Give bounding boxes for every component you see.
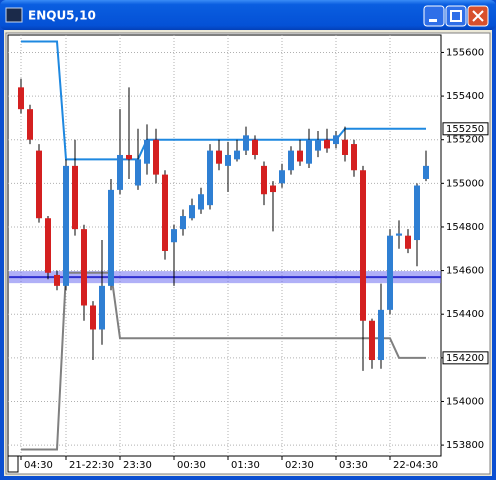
x-tick-label: 03:30 [339,460,368,471]
candle-body [414,185,420,241]
candle-body [279,170,285,184]
candle-body [369,320,375,361]
candle-body [216,150,222,164]
candle-body [162,174,168,251]
window-title: ENQU5,10 [28,9,96,23]
title-bar [0,0,496,30]
y-tick-label: 153800 [446,440,484,451]
candle-body [405,235,411,249]
candle-body [252,139,258,155]
candle-body [126,154,132,160]
x-tick-label: 00:30 [177,460,206,471]
candle-body [198,194,204,210]
y-tick-label: 155400 [446,91,484,102]
candle-body [180,216,186,230]
candle-body [108,189,114,286]
maximize-button[interactable] [445,5,467,27]
price-marker-box [442,351,489,365]
candle-body [36,150,42,219]
x-tick-label: 01:30 [231,460,260,471]
candle-body [81,229,87,306]
x-tick-label: 22-04:30 [393,460,438,471]
candle-body [144,139,150,164]
overlay-line [21,271,426,451]
candle-body [135,159,141,186]
x-tick-label: 02:30 [285,460,314,471]
candle-body [360,170,366,321]
candle-body [189,205,195,219]
candle-body [270,185,276,193]
x-tick-label: 04:30 [24,460,53,471]
candle-body [207,150,213,206]
candle-body [297,150,303,162]
candle-body [315,139,321,151]
candle-body [288,150,294,171]
candle-body [243,135,249,151]
close-button[interactable] [467,5,489,27]
y-tick-label: 154400 [446,309,484,320]
price-marker-label: 154200 [446,353,484,364]
x-tick-label: 23:30 [123,460,152,471]
x-tick-label: 21-22:30 [69,460,114,471]
y-tick-label: 155600 [446,47,484,58]
candle-body [333,135,339,145]
y-tick-label: 154600 [446,266,484,277]
candle-body [72,165,78,230]
y-tick-label: 155200 [446,135,484,146]
candle-body [342,139,348,155]
minimize-button[interactable] [423,5,445,27]
candle-body [423,165,429,179]
candle-body [261,165,267,195]
candle-body [45,218,51,273]
candle-body [225,154,231,166]
candle-body [306,139,312,164]
scroll-box [7,455,19,473]
candle-body [153,139,159,175]
plot-frame [7,34,442,457]
candle-body [234,150,240,160]
y-tick-label: 154000 [446,396,484,407]
window-icon [5,7,23,23]
candle-body [171,229,177,243]
candle-body [387,235,393,310]
price-marker-label: 155250 [446,124,484,135]
candle-body [99,285,105,330]
y-tick-label: 154800 [446,222,484,233]
candle-body [90,305,96,330]
overlay-line [21,40,426,161]
candle-body [54,274,60,286]
candle-body [324,139,330,149]
candle-body [27,109,33,140]
candle-body [351,144,357,171]
candle-body [378,309,384,361]
candle-body [117,154,123,190]
candle-body [396,233,402,236]
y-tick-label: 155000 [446,178,484,189]
candle-body [18,87,24,110]
price-marker-box [442,122,489,136]
candle-body [63,165,69,286]
